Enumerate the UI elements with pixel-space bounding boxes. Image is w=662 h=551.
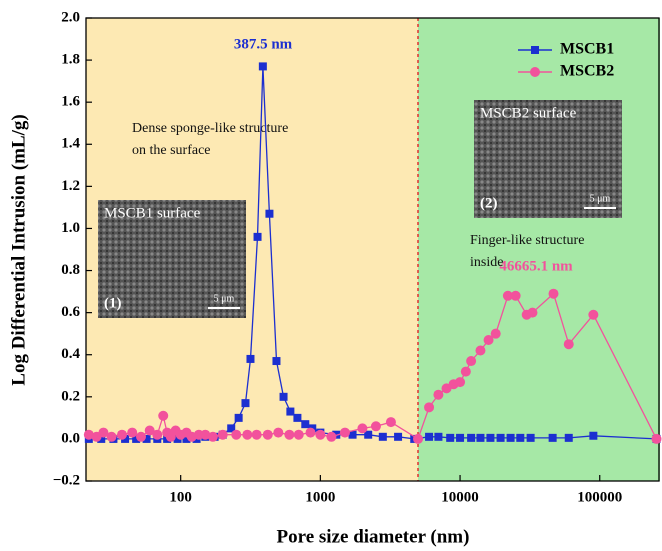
- marker: [272, 357, 280, 365]
- marker: [394, 433, 402, 441]
- y-tick-label: 0.0: [61, 430, 80, 446]
- marker: [208, 432, 218, 442]
- marker: [254, 233, 262, 241]
- y-tick-label: −0.2: [53, 472, 80, 488]
- marker: [652, 434, 662, 444]
- marker: [294, 430, 304, 440]
- inset-title: MSCB2 surface: [480, 105, 577, 121]
- marker: [306, 428, 316, 438]
- marker: [127, 428, 137, 438]
- marker: [467, 434, 475, 442]
- y-tick-label: 1.0: [61, 220, 80, 236]
- legend-label: MSCB2: [560, 63, 614, 80]
- marker: [286, 408, 294, 416]
- marker: [588, 310, 598, 320]
- annotation: Finger-like structure: [470, 233, 584, 248]
- y-tick-label: 1.4: [61, 136, 80, 152]
- x-tick-label: 100: [169, 489, 192, 505]
- inset-title: MSCB1 surface: [104, 205, 201, 221]
- marker: [241, 399, 249, 407]
- marker: [565, 434, 573, 442]
- marker: [107, 432, 117, 442]
- marker: [511, 291, 521, 301]
- annotation: 387.5 nm: [234, 36, 293, 52]
- marker: [466, 356, 476, 366]
- marker: [507, 434, 515, 442]
- marker: [136, 432, 146, 442]
- marker: [434, 433, 442, 441]
- x-tick-label: 1000: [305, 489, 335, 505]
- marker: [527, 308, 537, 318]
- marker: [424, 402, 434, 412]
- marker: [564, 339, 574, 349]
- y-tick-label: 0.8: [61, 262, 80, 278]
- marker: [456, 434, 464, 442]
- marker: [242, 430, 252, 440]
- marker: [455, 377, 465, 387]
- chart: Pore size diameter (nm) Log Differential…: [0, 0, 662, 551]
- marker: [386, 417, 396, 427]
- marker: [235, 414, 243, 422]
- y-tick-label: 1.2: [61, 178, 80, 194]
- marker: [315, 430, 325, 440]
- marker: [284, 430, 294, 440]
- marker: [152, 430, 162, 440]
- y-tick-label: 0.4: [61, 346, 80, 362]
- y-tick-label: 0.6: [61, 304, 80, 320]
- marker: [549, 289, 559, 299]
- marker: [527, 434, 535, 442]
- marker: [273, 428, 283, 438]
- marker: [259, 62, 267, 70]
- marker: [252, 430, 262, 440]
- marker: [340, 428, 350, 438]
- marker: [475, 346, 485, 356]
- legend-label: MSCB1: [560, 41, 614, 58]
- y-axis-title: Log Differential Intrusion (mL/g): [8, 114, 29, 385]
- region-right: [418, 18, 660, 481]
- marker: [516, 434, 524, 442]
- marker: [293, 414, 301, 422]
- marker: [425, 433, 433, 441]
- marker: [549, 434, 557, 442]
- marker: [461, 367, 471, 377]
- annotation: on the surface: [132, 143, 211, 158]
- inset-label: (2): [480, 195, 498, 211]
- marker: [371, 421, 381, 431]
- marker: [263, 430, 273, 440]
- marker: [231, 430, 241, 440]
- inset-scale: 5 μm: [214, 293, 235, 304]
- marker: [280, 393, 288, 401]
- x-tick-label: 100000: [577, 489, 622, 505]
- annotation: 46665.1 nm: [499, 258, 573, 274]
- legend-marker: [531, 46, 539, 54]
- x-axis-title: Pore size diameter (nm): [277, 526, 470, 547]
- marker: [497, 434, 505, 442]
- y-tick-label: 0.2: [61, 388, 80, 404]
- marker: [218, 430, 228, 440]
- marker: [379, 433, 387, 441]
- marker: [326, 432, 336, 442]
- marker: [301, 420, 309, 428]
- marker: [413, 434, 423, 444]
- marker: [265, 210, 273, 218]
- marker: [589, 432, 597, 440]
- marker: [433, 390, 443, 400]
- marker: [491, 329, 501, 339]
- annotation: inside: [470, 255, 503, 270]
- y-tick-label: 1.6: [61, 94, 80, 110]
- marker: [446, 434, 454, 442]
- marker: [246, 355, 254, 363]
- y-tick-label: 1.8: [61, 52, 80, 68]
- marker: [117, 430, 127, 440]
- x-tick-label: 10000: [441, 489, 479, 505]
- marker: [476, 434, 484, 442]
- marker: [357, 423, 367, 433]
- legend-marker: [530, 67, 540, 77]
- marker: [486, 434, 494, 442]
- inset-scale: 5 μm: [590, 193, 611, 204]
- inset-label: (1): [104, 295, 122, 311]
- marker: [158, 411, 168, 421]
- y-tick-label: 2.0: [61, 9, 80, 25]
